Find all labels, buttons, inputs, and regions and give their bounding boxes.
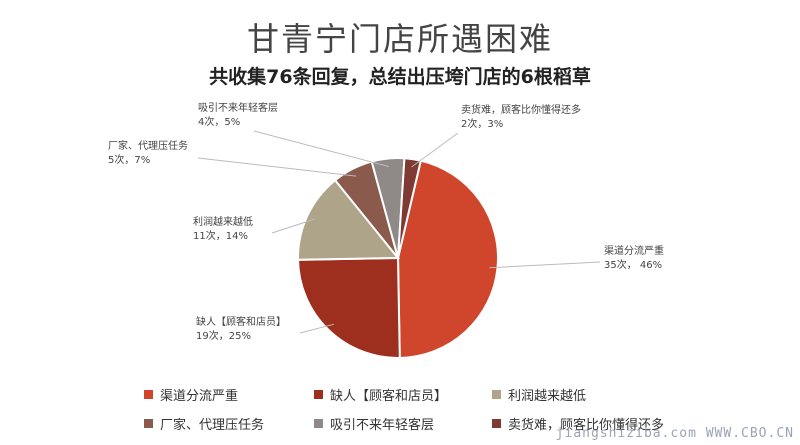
legend-label: 缺人【顾客和店员】 — [330, 389, 448, 404]
chart-title: 甘青宁门店所遇困难 — [246, 20, 553, 58]
legend: 渠道分流严重 缺人【顾客和店员】 利润越来越低 厂家、代理压任务 吸引不来年轻客… — [144, 385, 704, 433]
leader-line — [197, 157, 357, 177]
slice-value-label: 11次，14% — [193, 229, 248, 242]
slice-category-label: 卖货难，顾客比你懂得还多 — [461, 103, 581, 116]
leader-line — [271, 218, 315, 234]
slice-category-label: 厂家、代理压任务 — [108, 139, 188, 152]
legend-item: 缺人【顾客和店员】 — [314, 385, 492, 404]
slice-value-label: 4次，5% — [198, 115, 240, 128]
watermark: jiangshiziba.com WWW.CBO.CN — [555, 426, 794, 441]
legend-item: 渠道分流严重 — [144, 385, 314, 404]
slice-value-label: 2次，3% — [461, 117, 503, 130]
legend-item: 吸引不来年轻客层 — [314, 414, 492, 433]
legend-swatch — [492, 390, 501, 399]
legend-label: 卖货难，顾客比你懂得还多 — [508, 418, 665, 433]
slice-value-label: 19次，25% — [196, 329, 251, 342]
slice-value-label: 5次，7% — [108, 153, 150, 166]
pie-slice — [297, 256, 401, 359]
legend-item: 利润越来越低 — [492, 385, 692, 404]
legend-swatch — [144, 390, 153, 399]
legend-label: 吸引不来年轻客层 — [330, 418, 435, 433]
leader-line — [299, 323, 335, 334]
legend-label: 渠道分流严重 — [160, 389, 239, 404]
slice-value-label: 35次， 46% — [604, 258, 662, 271]
legend-swatch — [144, 419, 153, 428]
legend-item: 卖货难，顾客比你懂得还多 — [492, 414, 692, 433]
chart-subtitle: 共收集76条回复，总结出压垮门店的6根稻草 — [209, 66, 591, 88]
legend-swatch — [314, 419, 323, 428]
slice-category-label: 缺人【顾客和店员】 — [196, 315, 286, 328]
pie-slice — [297, 178, 401, 261]
legend-label: 厂家、代理压任务 — [160, 418, 265, 433]
legend-item: 厂家、代理压任务 — [144, 414, 314, 433]
legend-swatch — [492, 419, 501, 428]
legend-label: 利润越来越低 — [508, 389, 587, 404]
leader-line — [253, 130, 389, 167]
slice-category-label: 利润越来越低 — [193, 215, 253, 228]
leader-line — [489, 261, 601, 269]
slice-category-label: 渠道分流严重 — [604, 244, 664, 257]
slice-category-label: 吸引不来年轻客层 — [198, 101, 278, 114]
leader-line — [411, 132, 459, 168]
pie-slice — [396, 159, 499, 359]
legend-swatch — [314, 390, 323, 399]
